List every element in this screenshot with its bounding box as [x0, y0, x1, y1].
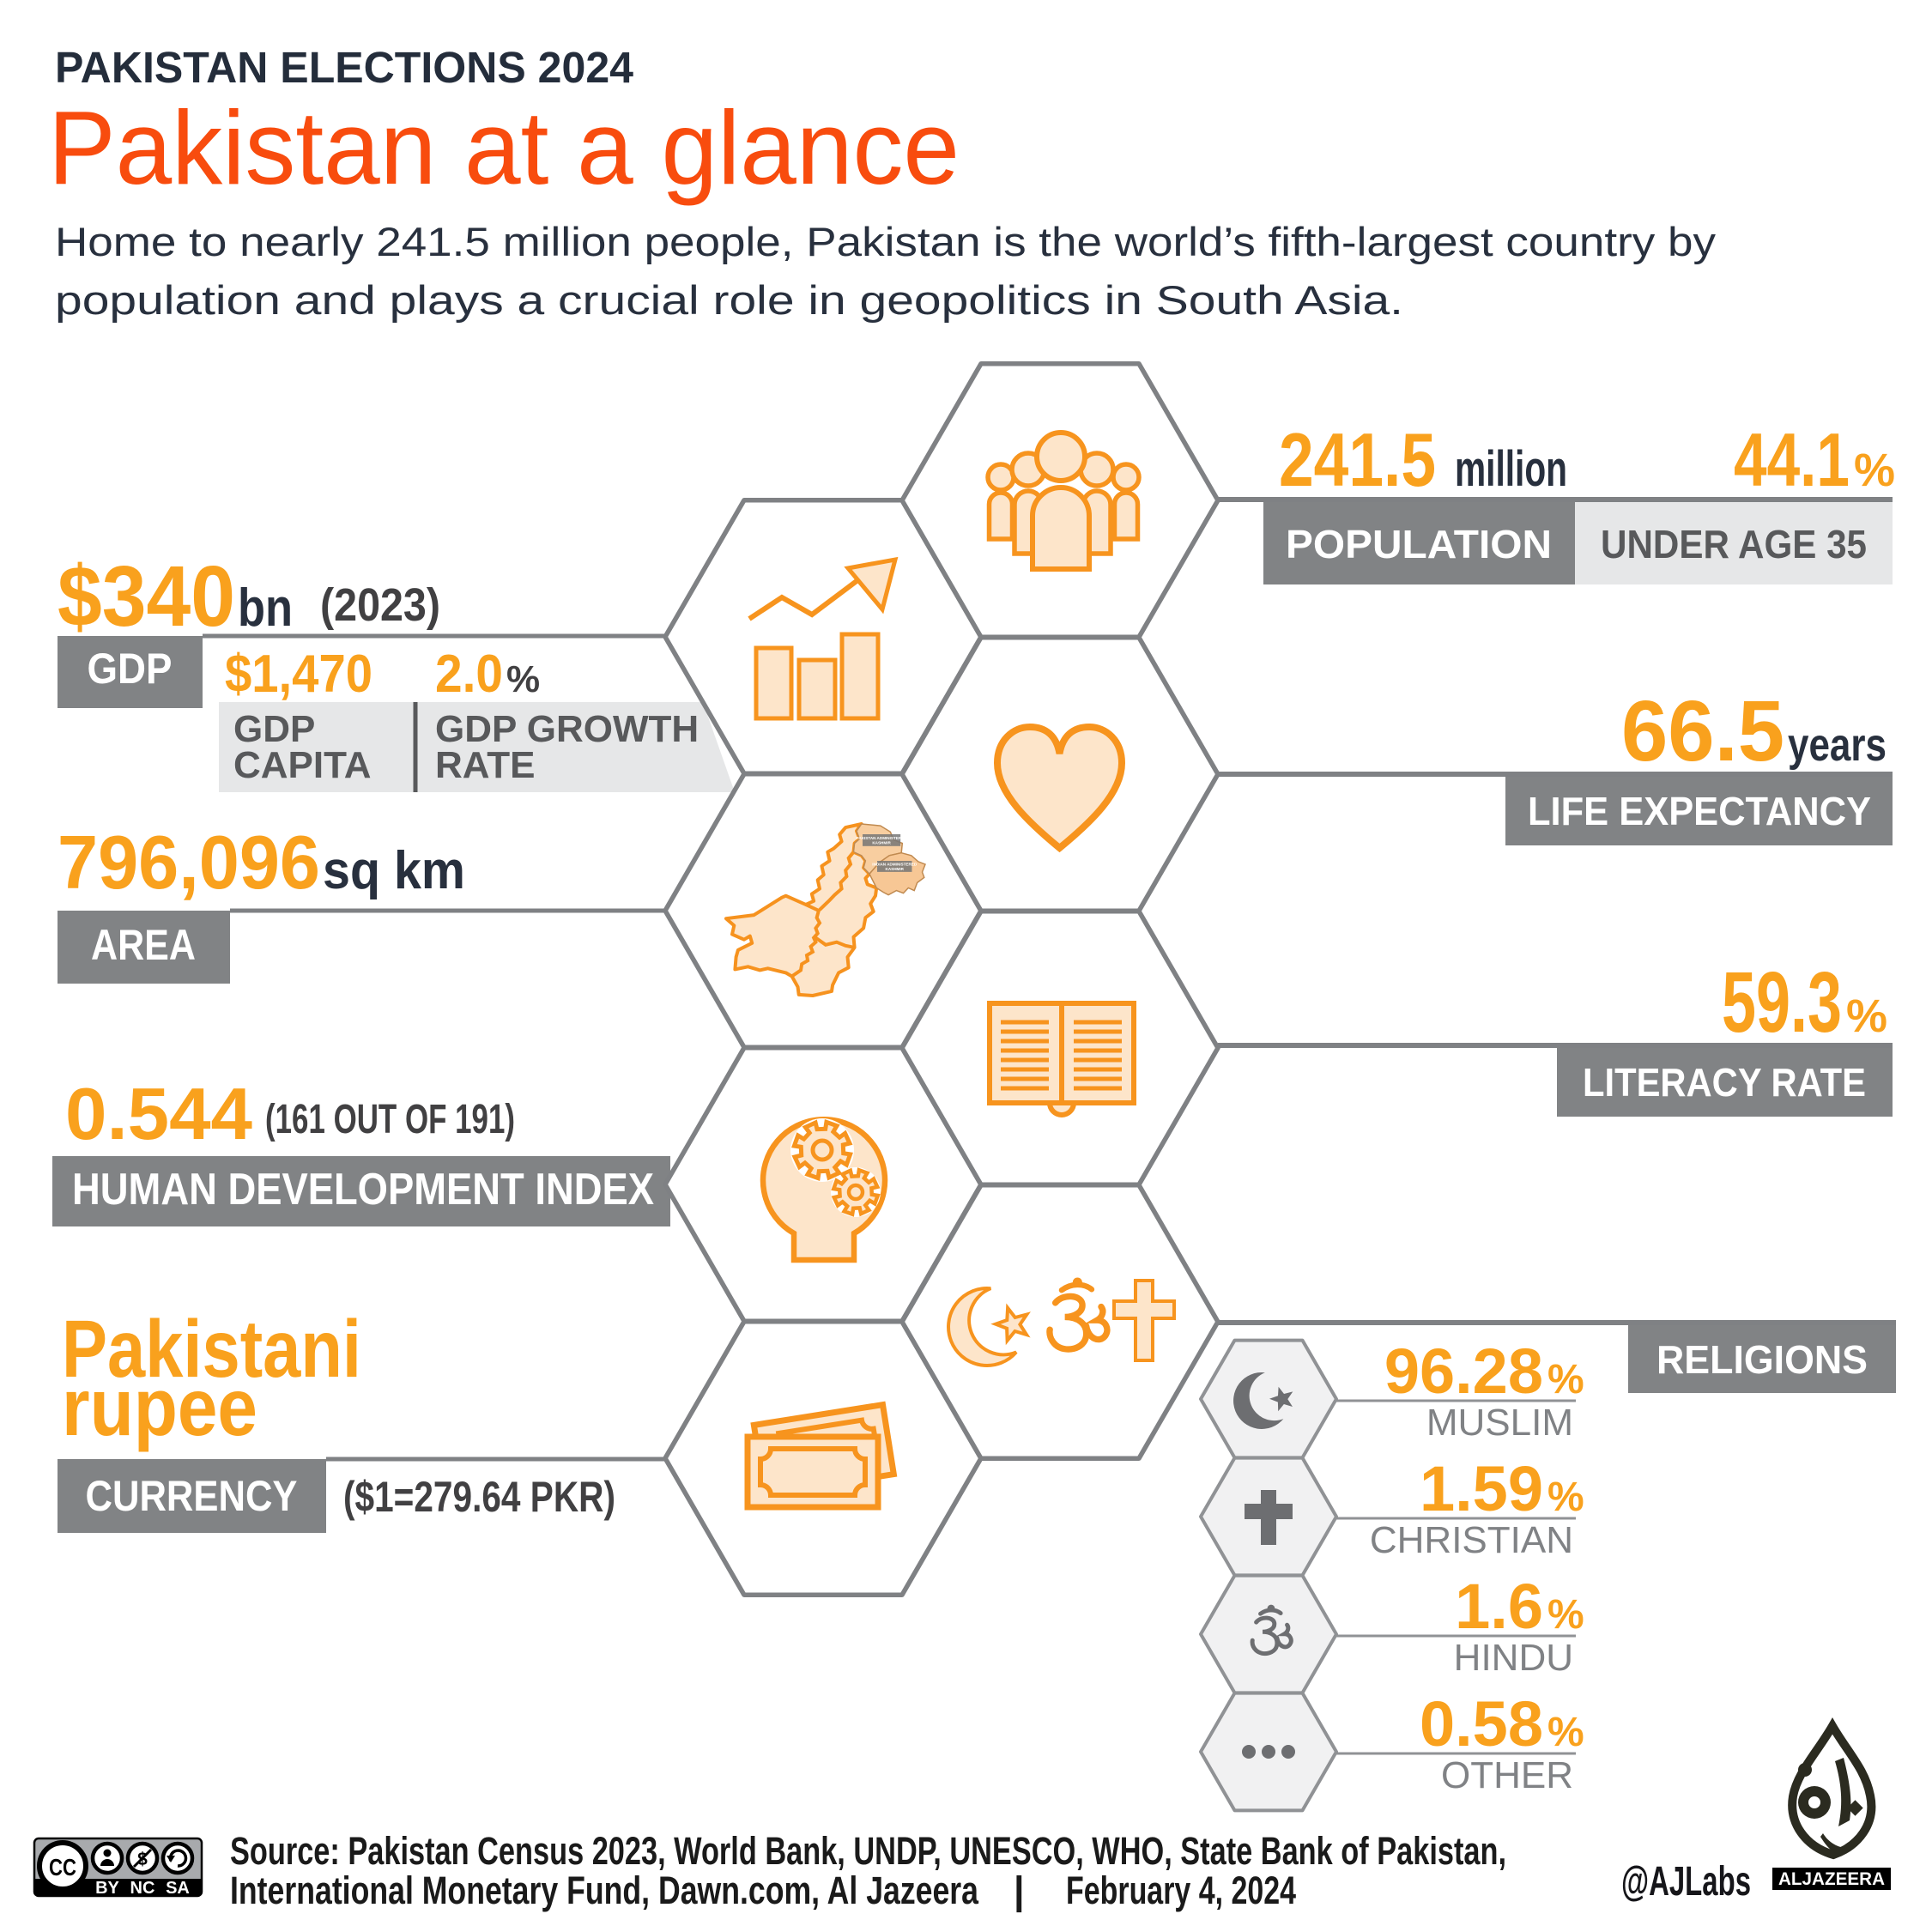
svg-text:1.59: 1.59 [1420, 1453, 1543, 1524]
svg-text:Home to nearly 241.5 million p: Home to nearly 241.5 million people, Pak… [55, 219, 1717, 264]
svg-text:SA: SA [166, 1879, 190, 1898]
svg-text:%: % [1547, 1475, 1584, 1520]
svg-text:KASHMIR: KASHMIR [886, 867, 905, 871]
svg-text:UNDER AGE 35: UNDER AGE 35 [1601, 522, 1867, 566]
svg-text:241.5: 241.5 [1279, 417, 1436, 502]
svg-text:|: | [1014, 1868, 1025, 1913]
svg-text:2.0: 2.0 [435, 645, 503, 704]
svg-text:PAKISTAN ADMINISTERED: PAKISTAN ADMINISTERED [857, 836, 908, 840]
svg-text:@AJLabs: @AJLabs [1621, 1859, 1751, 1905]
svg-text:NC: NC [130, 1879, 155, 1898]
svg-text:GDP: GDP [88, 645, 173, 693]
svg-text:%: % [1547, 1592, 1584, 1638]
svg-text:%: % [1846, 990, 1887, 1042]
svg-text:59.3: 59.3 [1722, 954, 1842, 1051]
svg-text:RELIGIONS: RELIGIONS [1656, 1337, 1868, 1382]
svg-text:INDIAN ADMINISTERED: INDIAN ADMINISTERED [872, 863, 918, 867]
svg-text:796,096: 796,096 [58, 820, 320, 905]
svg-text:ALJAZEERA: ALJAZEERA [1778, 1869, 1885, 1889]
svg-text:February 4, 2024: February 4, 2024 [1066, 1868, 1296, 1912]
svg-text:CURRENCY: CURRENCY [86, 1472, 298, 1520]
svg-text:GDP GROWTH: GDP GROWTH [435, 708, 699, 750]
svg-text:%: % [1854, 445, 1895, 496]
svg-text:1.6: 1.6 [1455, 1571, 1543, 1642]
svg-text:%: % [506, 658, 540, 700]
svg-text:sq km: sq km [323, 841, 465, 900]
svg-text:International Monetary Fund, D: International Monetary Fund, Dawn.com, A… [230, 1868, 979, 1912]
svg-text:million: million [1455, 441, 1567, 497]
svg-text:GDP: GDP [233, 708, 315, 750]
svg-text:CAPITA: CAPITA [233, 744, 372, 786]
svg-text:(161 OUT OF 191): (161 OUT OF 191) [265, 1097, 515, 1142]
svg-text:($1=279.64 PKR): ($1=279.64 PKR) [343, 1473, 615, 1521]
svg-text:RATE: RATE [435, 744, 536, 786]
svg-text:HINDU: HINDU [1454, 1637, 1573, 1679]
svg-text:Pakistan at a glance: Pakistan at a glance [48, 89, 960, 206]
svg-text:HUMAN DEVELOPMENT INDEX: HUMAN DEVELOPMENT INDEX [72, 1165, 654, 1214]
svg-text:CHRISTIAN: CHRISTIAN [1370, 1519, 1573, 1561]
svg-text:POPULATION: POPULATION [1286, 522, 1552, 566]
svg-text:rupee: rupee [62, 1362, 257, 1453]
svg-text:AREA: AREA [91, 921, 196, 969]
svg-text:BY: BY [95, 1879, 119, 1898]
svg-text:(2023): (2023) [320, 579, 440, 631]
svg-text:Pakistani: Pakistani [62, 1304, 361, 1395]
svg-text:$340: $340 [58, 548, 235, 645]
svg-text:Source: Pakistan Census 2023,: Source: Pakistan Census 2023, World Bank… [230, 1829, 1506, 1873]
svg-text:OTHER: OTHER [1441, 1754, 1573, 1796]
svg-text:44.1: 44.1 [1734, 417, 1850, 502]
svg-text:years: years [1788, 719, 1887, 771]
svg-text:bn: bn [238, 578, 293, 638]
svg-text:0.58: 0.58 [1420, 1688, 1543, 1759]
svg-text:CC: CC [49, 1854, 76, 1881]
svg-text:LITERACY RATE: LITERACY RATE [1583, 1060, 1866, 1105]
svg-text:96.28: 96.28 [1384, 1335, 1543, 1407]
svg-text:66.5: 66.5 [1621, 683, 1784, 779]
svg-text:PAKISTAN ELECTIONS 2024: PAKISTAN ELECTIONS 2024 [55, 43, 634, 92]
svg-text:$1,470: $1,470 [225, 645, 372, 704]
svg-text:population and plays a crucial: population and plays a crucial role in g… [55, 277, 1403, 323]
svg-text:LIFE EXPECTANCY: LIFE EXPECTANCY [1528, 789, 1871, 833]
svg-text:KASHMIR: KASHMIR [872, 841, 891, 845]
svg-text:0.544: 0.544 [65, 1074, 252, 1155]
svg-text:MUSLIM: MUSLIM [1426, 1402, 1573, 1444]
svg-text:%: % [1547, 1710, 1584, 1755]
svg-text:%: % [1547, 1357, 1584, 1402]
